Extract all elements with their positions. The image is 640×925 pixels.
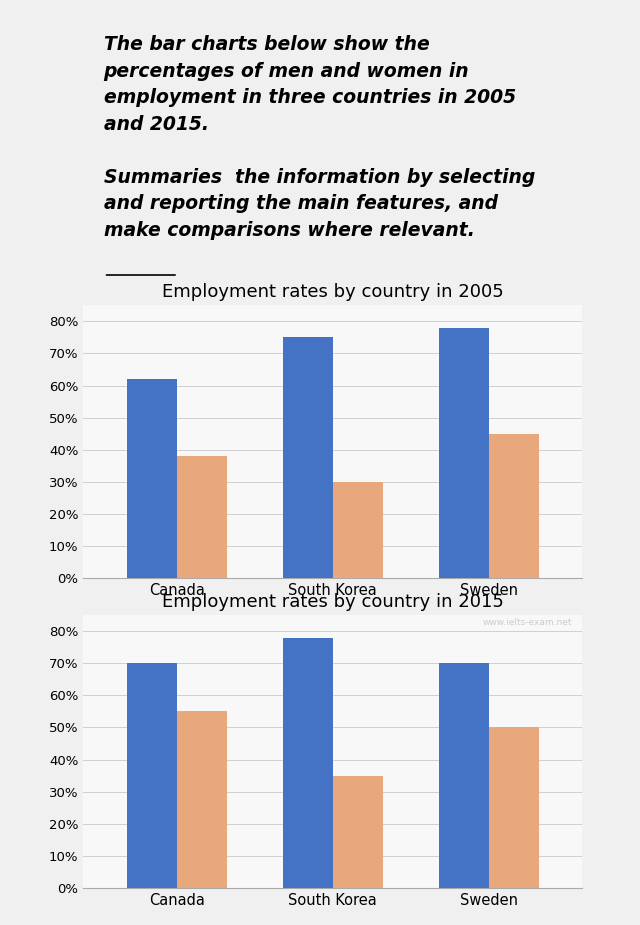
Bar	[177, 456, 227, 578]
Text: The bar charts below show the
percentages of men and women in
employment in thre: The bar charts below show the percentage…	[104, 35, 516, 134]
Bar	[127, 663, 177, 888]
Bar	[333, 482, 383, 578]
Bar	[283, 338, 333, 578]
Bar	[127, 379, 177, 578]
Bar	[439, 327, 489, 578]
Bar	[283, 637, 333, 888]
Text: www.ielts-exam.net: www.ielts-exam.net	[483, 618, 572, 627]
Bar	[333, 776, 383, 888]
Title: Employment rates by country in 2005: Employment rates by country in 2005	[162, 283, 504, 301]
Text: Summaries  the information by selecting
and reporting the main features, and
mak: Summaries the information by selecting a…	[104, 167, 535, 240]
Bar	[489, 727, 539, 888]
Title: Employment rates by country in 2015: Employment rates by country in 2015	[162, 593, 504, 611]
Bar	[489, 434, 539, 578]
Bar	[439, 663, 489, 888]
Bar	[177, 711, 227, 888]
Legend: Male, Female: Male, Female	[241, 628, 375, 652]
